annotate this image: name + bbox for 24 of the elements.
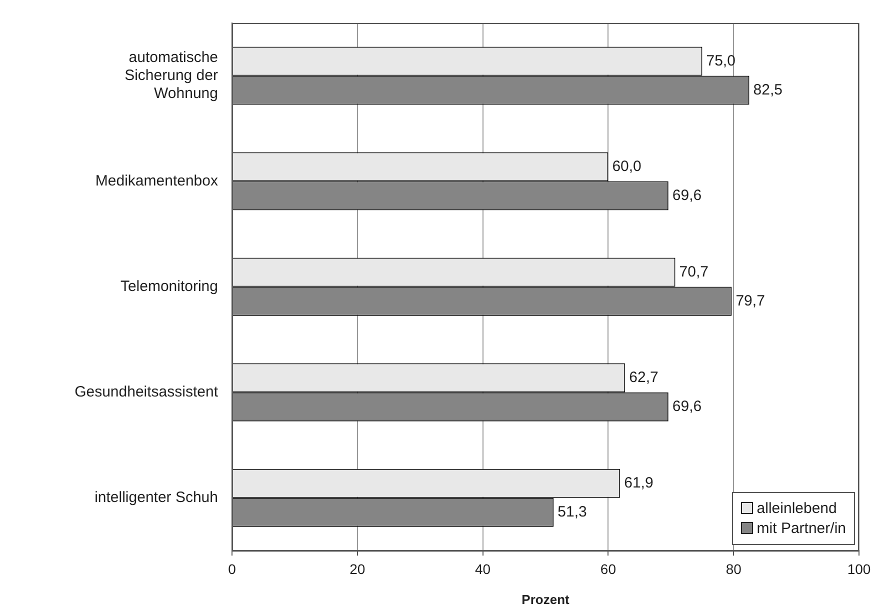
x-tick-label: 80	[726, 560, 742, 577]
y-tick-label: automatische Sicherung der Wohnung	[124, 48, 218, 102]
x-tick-label: 40	[475, 560, 491, 577]
x-tick-label: 60	[600, 560, 616, 577]
data-label: 69,6	[672, 186, 702, 204]
data-label: 79,7	[736, 292, 765, 310]
y-tick-label: Telemonitoring	[120, 278, 218, 295]
x-axis-title: Prozent	[522, 592, 570, 607]
data-label: 62,7	[629, 368, 658, 386]
data-label: 51,3	[558, 503, 587, 520]
data-label: 82,5	[753, 81, 782, 98]
y-tick-label: intelligenter Schuh	[94, 488, 218, 506]
data-label: 60,0	[612, 158, 642, 175]
y-tick-label: Gesundheitsassistent	[74, 383, 219, 400]
x-tick-label: 0	[228, 560, 236, 577]
data-label: 70,7	[679, 263, 708, 280]
x-tick-label: 100	[847, 560, 871, 577]
data-label: 61,9	[624, 474, 654, 492]
x-tick-label: 20	[350, 560, 366, 577]
legend-label: alleinlebend	[756, 500, 837, 517]
y-tick-label: Medikamentenbox	[95, 172, 218, 190]
data-label: 69,6	[672, 398, 702, 415]
legend-label: mit Partner/in	[756, 520, 846, 537]
data-label: 75,0	[706, 52, 736, 70]
